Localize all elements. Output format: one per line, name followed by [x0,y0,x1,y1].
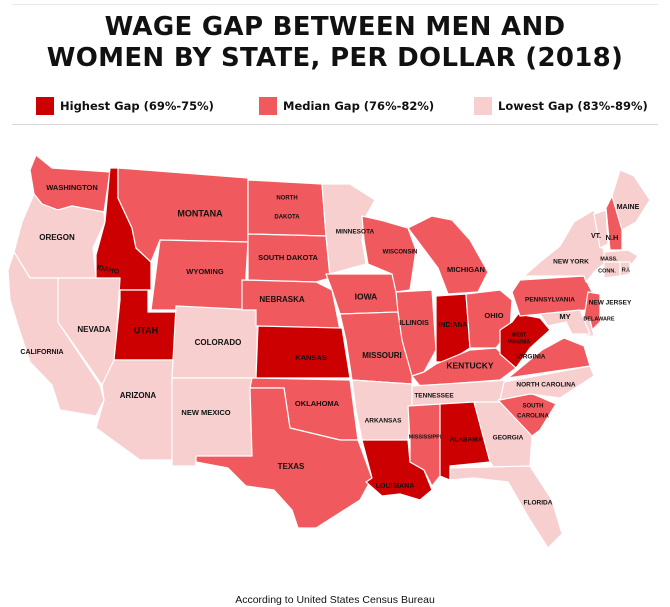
legend-label-median: Median Gap (76%-82%) [283,99,435,113]
state-label-missouri: MISSOURI [362,351,402,360]
state-label-alabama: ALABAMA [450,437,483,444]
state-massachusetts [603,249,639,265]
state-florida [449,465,563,549]
state-label-texas: TEXAS [278,462,305,471]
title-line-2: WOMEN BY STATE, PER DOLLAR (2018) [46,43,624,73]
state-label-arkansas: ARKANSAS [365,418,403,425]
state-label-california: CALIFORNIA [20,349,63,356]
state-north-dakota [247,179,327,237]
legend-item-lowest: Lowest Gap (83%-89%) [474,97,648,115]
legend-label-lowest: Lowest Gap (83%-89%) [498,99,648,113]
state-label-utah: UTAH [134,325,158,335]
state-oregon [13,193,106,279]
state-label-montana: MONTANA [177,208,223,218]
state-label-west-virginia: VIRGINIA [508,339,531,345]
legend: Highest Gap (69%-75%) Median Gap (76%-82… [0,97,670,121]
state-rhode-island [619,261,631,277]
state-label-michigan: MICHIGAN [447,265,485,274]
legend-item-highest: Highest Gap (69%-75%) [36,97,214,115]
state-label-south-carolina: SOUTH [523,404,544,410]
us-map-svg: WASHINGTON OREGON CALIFORNIA IDAHO NEVADA UTA… [7,154,651,549]
state-arkansas [351,379,413,441]
state-new-hampshire [605,195,623,251]
us-map: WASHINGTON OREGON CALIFORNIA IDAHO NEVADA UTA… [0,130,670,590]
legend-swatch-lowest [474,97,492,115]
state-label-arizona: ARIZONA [120,391,157,400]
state-label-idaho: IDAHO [96,265,120,277]
state-pennsylvania [511,275,593,317]
state-louisiana [361,439,433,501]
state-label-oklahoma: OKLAHOMA [295,399,340,408]
state-label-north-dakota: NORTH [276,196,297,202]
state-label-new-jersey: NEW JERSEY [589,300,632,307]
state-label-north-dakota: DAKOTA [274,215,300,221]
state-label-maryland: MY [559,312,570,321]
state-label-virginia: VIRGINIA [517,354,546,361]
state-label-massachusetts: MASS. [600,256,618,262]
state-label-washington: WASHINGTON [46,183,98,192]
state-label-ohio: OHIO [484,311,503,320]
legend-item-median: Median Gap (76%-82%) [259,97,434,115]
state-maryland [539,309,591,335]
state-label-minnesota: MINNESOTA [336,229,375,236]
state-label-kentucky: KENTUCKY [446,360,494,370]
top-divider [12,4,658,5]
state-new-york [523,209,607,283]
state-new-mexico [171,377,259,467]
state-label-south-dakota: SOUTH DAKOTA [258,253,318,262]
state-label-nebraska: NEBRASKA [259,295,305,304]
legend-swatch-median [259,97,277,115]
state-label-delaware: DELAWARE [583,316,615,322]
state-label-west-virginia: WEST [512,332,526,338]
state-kansas [255,325,351,379]
legend-label-highest: Highest Gap (69%-75%) [60,99,214,113]
state-label-mississippi: MISSISSIPPI [409,434,442,440]
state-label-florida: FLORIDA [524,500,553,507]
state-label-oregon: OREGON [39,233,75,242]
state-label-nevada: NEVADA [77,325,110,334]
state-label-wyoming: WYOMING [186,267,224,276]
state-texas [195,387,373,529]
state-label-north-carolina: NORTH CAROLINA [516,382,576,389]
state-label-connecticut: CONN. [598,268,616,274]
state-label-indiana: INDIANA [438,322,467,329]
state-south-dakota [247,233,331,283]
state-label-georgia: GEORGIA [493,435,524,442]
state-label-tennessee: TENNESSEE [414,393,454,400]
state-west-virginia [499,313,551,369]
legend-swatch-highest [36,97,54,115]
state-label-wisconsin: WISCONSIN [383,250,418,256]
state-label-vermont: VT. [591,233,601,240]
state-arizona [95,359,177,461]
legend-divider [12,124,658,125]
source-note: According to United States Census Bureau [235,594,435,606]
state-label-kansas: KANSAS [295,353,327,362]
state-label-new-york: NEW YORK [553,259,589,266]
state-virginia [507,337,591,379]
state-label-colorado: COLORADO [195,338,242,347]
state-michigan [407,215,489,295]
state-label-maine: MAINE [617,204,640,211]
state-label-illinois: ILLINOIS [399,320,429,327]
state-minnesota [321,183,376,275]
state-label-new-mexico: NEW MEXICO [181,408,230,417]
state-vermont [593,209,609,249]
state-label-iowa: IOWA [355,291,378,301]
state-label-louisiana: LOUISIANA [376,483,415,490]
map-title: WAGE GAP BETWEEN MEN AND WOMEN BY STATE,… [0,12,670,74]
state-nebraska [241,279,341,331]
state-label-new-hampshire: N.H [606,233,619,242]
state-wisconsin [361,215,417,293]
state-label-south-carolina: CAROLINA [517,414,549,420]
state-label-rhode-island: R.I. [622,267,631,273]
state-label-pennsylvania: PENNSYLVANIA [525,297,575,304]
title-line-1: WAGE GAP BETWEEN MEN AND [104,12,566,42]
state-maine [611,169,651,231]
